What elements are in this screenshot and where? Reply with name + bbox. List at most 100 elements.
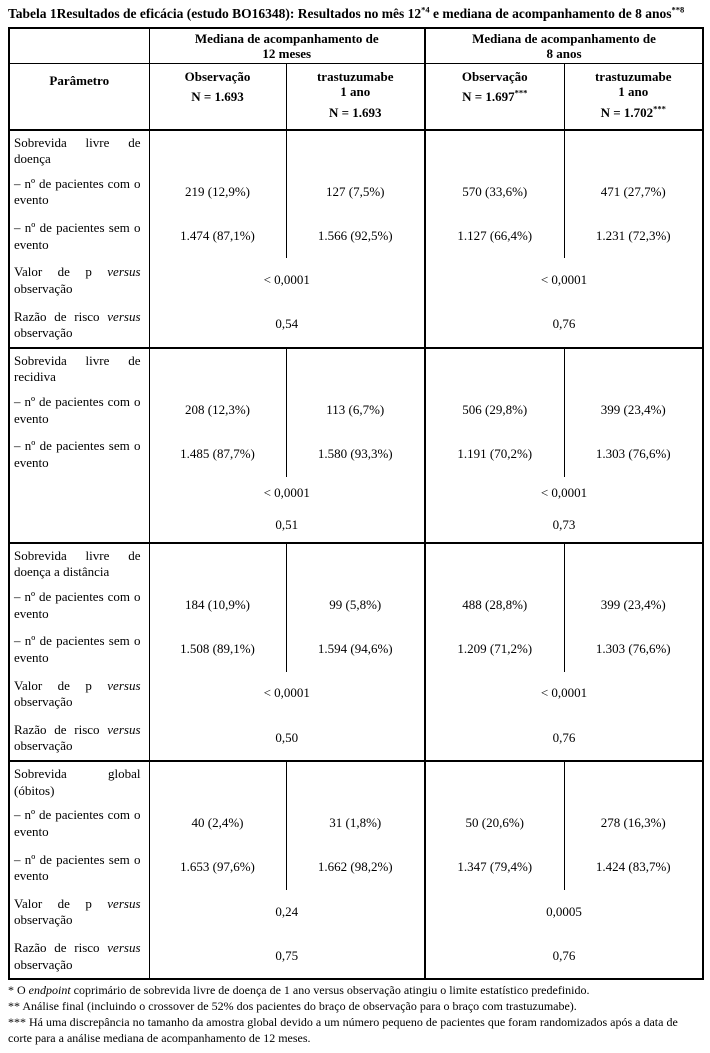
column-header-observation-12m: Observação N = 1.693: [149, 63, 287, 131]
value-cell: 1.127 (66,4%): [425, 214, 565, 259]
column-header-trastuzumab-8y: trastuzumabe 1 ano N = 1.702***: [564, 63, 703, 131]
p-value-row: Valor de p versus observação < 0,0001 < …: [9, 258, 703, 303]
group-header-8-years-line2: 8 anos: [546, 46, 582, 62]
value-cell: 1.191 (70,2%): [425, 432, 565, 477]
value-cell: 208 (12,3%): [149, 388, 287, 433]
value-cell: 1.424 (83,7%): [595, 859, 671, 875]
section-title: Sobrevida livre de doença a distância: [9, 541, 150, 584]
merged-value-cell: 0,76: [552, 729, 576, 745]
hazard-ratio-row: Razão de risco versus observação 0,50 0,…: [9, 715, 703, 762]
merged-value-cell: 0,73: [552, 517, 576, 533]
hazard-ratio-row: Razão de risco versus observação 0,54 0,…: [9, 302, 703, 348]
hazard-ratio-row: Razão de risco versus observação 0,75 0,…: [9, 934, 703, 980]
parameter-label: Razão de risco versus observação: [9, 302, 150, 348]
footnote-3: *** Há uma discrepância no tamanho da am…: [8, 1014, 678, 1045]
parameter-label: – nº de pacientes com o evento: [9, 388, 150, 433]
value-cell: 1.347 (79,4%): [425, 845, 565, 890]
merged-value-cell: 0,51: [149, 509, 426, 543]
p-value-row: Valor de p versus observação < 0,0001 < …: [9, 671, 703, 716]
section-title: Sobrevida livre de recidiva: [9, 346, 150, 389]
value-cell: 471 (27,7%): [600, 183, 666, 199]
patients-without-event-row: – nº de pacientes sem o evento 1.485 (87…: [9, 432, 703, 477]
value-cell: 1.485 (87,7%): [149, 432, 287, 477]
parameter-label: – nº de pacientes sem o evento: [9, 432, 150, 477]
value-cell: 1.653 (97,6%): [149, 845, 287, 890]
merged-value-cell: 0,0005: [546, 903, 582, 919]
value-cell: 127 (7,5%): [286, 169, 426, 215]
parameter-label: – nº de pacientes com o evento: [9, 583, 150, 628]
section-title-row: Sobrevida livre de doença a distância: [9, 541, 703, 584]
patients-with-event-row: – nº de pacientes com o evento 219 (12,9…: [9, 169, 703, 215]
value-cell: 1.594 (94,6%): [286, 627, 426, 672]
merged-value-cell: < 0,0001: [540, 272, 588, 288]
merged-value-cell: 0,76: [552, 316, 576, 332]
hazard-ratio-row: 0,51 0,73: [9, 509, 703, 543]
parameter-label: – nº de pacientes sem o evento: [9, 627, 150, 672]
table-title-superscript-2: **8: [671, 4, 685, 15]
value-cell: 50 (20,6%): [425, 801, 565, 846]
value-cell: 1.508 (89,1%): [149, 627, 287, 672]
parameter-label: [9, 476, 150, 510]
patients-without-event-row: – nº de pacientes sem o evento 1.653 (97…: [9, 845, 703, 890]
parameter-label: – nº de pacientes sem o evento: [9, 845, 150, 890]
table-title-text-2: e mediana de acompanhamento de 8 anos: [429, 6, 672, 21]
value-cell: 1.209 (71,2%): [425, 627, 565, 672]
parameter-label: – nº de pacientes sem o evento: [9, 214, 150, 259]
value-cell: 99 (5,8%): [286, 583, 426, 628]
section-title-row: Sobrevida livre de doença: [9, 128, 703, 170]
column-header-trastuzumab-12m: trastuzumabe 1 ano N = 1.693: [286, 63, 426, 131]
value-cell: 1.580 (93,3%): [286, 432, 426, 477]
parameter-label: Razão de risco versus observação: [9, 934, 150, 980]
group-header-12-months-line2: 12 meses: [262, 46, 312, 62]
group-header-8-years-line1: Mediana de acompanhamento de: [472, 30, 656, 46]
patients-with-event-row: – nº de pacientes com o evento 40 (2,4%)…: [9, 801, 703, 846]
value-cell: 1.303 (76,6%): [595, 641, 671, 657]
value-cell: 570 (33,6%): [425, 169, 565, 215]
section-relapse-free-survival: Sobrevida livre de recidiva – nº de paci…: [9, 346, 703, 543]
merged-value-cell: 0,24: [149, 889, 426, 935]
parameter-label: Valor de p versus observação: [9, 889, 150, 935]
table-title-superscript-1: *4: [421, 4, 430, 15]
section-overall-survival: Sobrevida global (óbitos) – nº de pacien…: [9, 760, 703, 980]
merged-value-cell: < 0,0001: [540, 484, 588, 500]
value-cell: 488 (28,8%): [425, 583, 565, 628]
merged-value-cell: < 0,0001: [149, 258, 426, 303]
value-cell: 399 (23,4%): [600, 401, 666, 417]
group-header-12-months: Mediana de acompanhamento de 12 meses: [149, 27, 426, 64]
section-title-row: Sobrevida livre de recidiva: [9, 346, 703, 389]
patients-with-event-row: – nº de pacientes com o evento 184 (10,9…: [9, 583, 703, 628]
efficacy-table: Mediana de acompanhamento de 12 meses Me…: [8, 26, 704, 981]
value-cell: 113 (6,7%): [286, 388, 426, 433]
parameter-label: Valor de p versus observação: [9, 671, 150, 716]
value-cell: 278 (16,3%): [600, 815, 666, 831]
patients-without-event-row: – nº de pacientes sem o evento 1.474 (87…: [9, 214, 703, 259]
p-value-row: Valor de p versus observação 0,24 0,0005: [9, 889, 703, 935]
group-header-8-years: Mediana de acompanhamento de 8 anos: [425, 27, 703, 64]
table-title: Tabela 1Resultados de eficácia (estudo B…: [8, 5, 702, 23]
merged-value-cell: < 0,0001: [149, 671, 426, 716]
column-header-row: Parâmetro Observação N = 1.693 trastuzum…: [9, 63, 703, 131]
footnote-1: * O endpoint coprimário de sobrevida liv…: [8, 983, 590, 998]
merged-value-cell: 0,50: [149, 715, 426, 762]
value-cell: 1.662 (98,2%): [286, 845, 426, 890]
column-header-observation-8y: Observação N = 1.697***: [425, 63, 565, 131]
p-value-row: < 0,0001 < 0,0001: [9, 476, 703, 510]
value-cell: 31 (1,8%): [286, 801, 426, 846]
merged-value-cell: 0,76: [552, 947, 576, 963]
merged-value-cell: < 0,0001: [540, 685, 588, 701]
section-title: Sobrevida global (óbitos): [9, 760, 150, 802]
parameter-label: Razão de risco versus observação: [9, 715, 150, 762]
group-header-row: Mediana de acompanhamento de 12 meses Me…: [9, 27, 703, 64]
group-header-12-months-line1: Mediana de acompanhamento de: [194, 30, 379, 46]
value-cell: 1.566 (92,5%): [286, 214, 426, 259]
parameter-label: – nº de pacientes com o evento: [9, 801, 150, 846]
value-cell: 1.231 (72,3%): [595, 227, 671, 243]
patients-without-event-row: – nº de pacientes sem o evento 1.508 (89…: [9, 627, 703, 672]
section-disease-free-survival: Sobrevida livre de doença – nº de pacien…: [9, 128, 703, 348]
value-cell: 184 (10,9%): [149, 583, 287, 628]
empty-header-cell: [9, 27, 150, 64]
section-distant-disease-free-survival: Sobrevida livre de doença a distância – …: [9, 541, 703, 762]
section-title-row: Sobrevida global (óbitos): [9, 760, 703, 802]
value-cell: 1.303 (76,6%): [595, 446, 671, 462]
